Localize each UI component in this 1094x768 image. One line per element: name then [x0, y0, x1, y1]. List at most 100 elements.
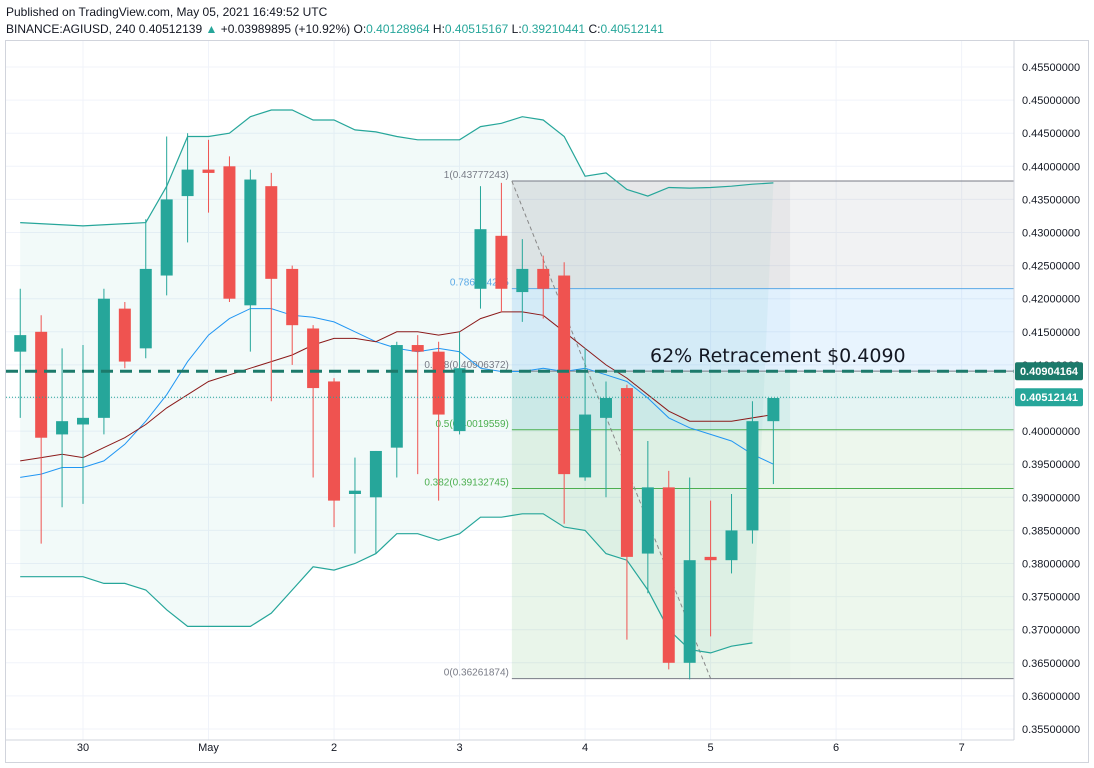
price-axis-tick: 0.42000000: [1022, 294, 1080, 306]
candle-body: [767, 398, 780, 422]
time-axis-tick: 5: [708, 742, 714, 754]
price-axis-tick: 0.41500000: [1022, 327, 1080, 339]
symbol-line: BINANCE:AGIUSD, 240 0.40512139 ▲ +0.0398…: [6, 22, 664, 36]
time-axis-tick: 30: [77, 742, 89, 754]
candle-body: [35, 331, 48, 438]
open-label: O:: [353, 22, 367, 36]
retracement-annotation: 62% Retracement $0.4090: [650, 345, 906, 367]
candle-body: [474, 229, 487, 289]
candle-body: [77, 417, 89, 425]
hline-price-tag: 0.40904164: [1020, 366, 1079, 378]
price-axis-tick: 0.42500000: [1022, 261, 1080, 273]
price-axis-tick: 0.44000000: [1022, 161, 1080, 173]
last-price-tag: 0.40512141: [1020, 392, 1078, 404]
close-value: 0.40512141: [600, 22, 664, 36]
candle-body: [160, 199, 173, 276]
candle-body: [390, 345, 403, 448]
candle-body: [97, 298, 110, 418]
time-axis-tick: 2: [331, 742, 337, 754]
candle-body: [56, 421, 69, 435]
last-price-tag-bg: [1015, 388, 1083, 407]
symbol-label: BINANCE:AGIUSD, 240: [6, 22, 136, 36]
fib-zone-ext: [790, 371, 1014, 430]
published-line: Published on TradingView.com, May 05, 20…: [6, 5, 328, 19]
price-axis-tick: 0.45500000: [1022, 62, 1080, 74]
candle-body: [704, 556, 717, 561]
time-axis-tick: 3: [456, 742, 462, 754]
candle-body: [453, 368, 466, 432]
fib-level-label: 0.618(0.40906372): [424, 360, 509, 371]
open-value: 0.40128964: [366, 22, 430, 36]
candle-body: [348, 490, 361, 494]
price-axis-tick: 0.38000000: [1022, 559, 1080, 571]
candle-body: [223, 166, 236, 299]
high-label: H:: [432, 22, 445, 36]
candle-body: [369, 450, 382, 498]
candle-body: [662, 487, 675, 663]
fib-zone: [511, 181, 791, 289]
candle-body: [244, 179, 257, 306]
candle-body: [328, 381, 341, 501]
time-axis-tick: May: [198, 742, 219, 754]
candle-body: [537, 268, 550, 289]
bollinger-lower: [20, 513, 753, 654]
fib-level-label: 0.5(0.40019559): [435, 419, 508, 430]
candle-body: [411, 345, 424, 352]
fib-zone-ext: [790, 288, 1014, 372]
candle-body: [432, 351, 445, 415]
candle-body: [641, 487, 654, 554]
up-arrow-icon: ▲: [205, 22, 218, 36]
bollinger-upper: [20, 109, 774, 227]
candle-body: [725, 530, 738, 561]
price-axis-tick: 0.37000000: [1022, 625, 1080, 637]
price-axis-tick: 0.43000000: [1022, 228, 1080, 240]
fib-zone-ext: [790, 429, 1014, 489]
price-axis-tick: 0.36500000: [1022, 658, 1080, 670]
close-label: C:: [588, 22, 601, 36]
candle-body: [620, 388, 633, 557]
low-value: 0.39210441: [521, 22, 586, 36]
price-axis-tick: 0.36000000: [1022, 691, 1080, 703]
hline-price-tag-bg: [1015, 362, 1083, 381]
candle-body: [265, 186, 278, 279]
fib-level-label: 1(0.43777243): [444, 170, 509, 181]
candle-body: [202, 169, 215, 173]
fib-trend-line: [511, 180, 712, 679]
plot-area: 1(0.43777243)0.786(0.42150.618(0.4090637…: [6, 41, 1014, 740]
candle-body: [139, 268, 152, 349]
price-axis-tick: 0.39500000: [1022, 459, 1080, 471]
candle-body: [286, 268, 299, 326]
time-axis-tick: 4: [582, 742, 588, 754]
last-price: 0.40512139: [138, 22, 203, 36]
candle-body: [600, 398, 612, 418]
price-axis-tick: 0.35500000: [1022, 724, 1080, 736]
fib-zone-ext: [790, 181, 1014, 289]
candle-body: [558, 275, 571, 475]
high-value: 0.40515167: [444, 22, 509, 36]
time-axis-tick: 7: [959, 742, 965, 754]
candle-body: [181, 169, 194, 197]
fib-level-label: 0(0.36261874): [444, 668, 509, 679]
candle-body: [746, 421, 759, 531]
candle-body: [118, 308, 131, 362]
fib-level-label: 0.382(0.39132745): [424, 478, 509, 489]
candle-body: [14, 335, 27, 352]
price-axis-tick: 0.38500000: [1022, 525, 1080, 537]
candle-body: [579, 414, 592, 478]
candle-body: [516, 268, 529, 293]
moving-average: [20, 311, 774, 462]
candle-body: [683, 560, 696, 663]
price-axis-tick: 0.39000000: [1022, 492, 1080, 504]
low-label: L:: [511, 22, 522, 36]
price-axis-tick: 0.40000000: [1022, 426, 1080, 438]
time-axis-tick: 6: [833, 742, 839, 754]
price-axis-tick: 0.43500000: [1022, 194, 1080, 206]
candle-body: [495, 235, 508, 289]
price-change: +0.03989895 (+10.92%): [220, 22, 351, 36]
price-axis-tick: 0.44500000: [1022, 128, 1080, 140]
candle-body: [307, 328, 320, 389]
fib-zone-ext: [790, 488, 1014, 679]
price-axis-tick: 0.37500000: [1022, 592, 1080, 604]
price-axis-tick: 0.45000000: [1022, 95, 1080, 107]
